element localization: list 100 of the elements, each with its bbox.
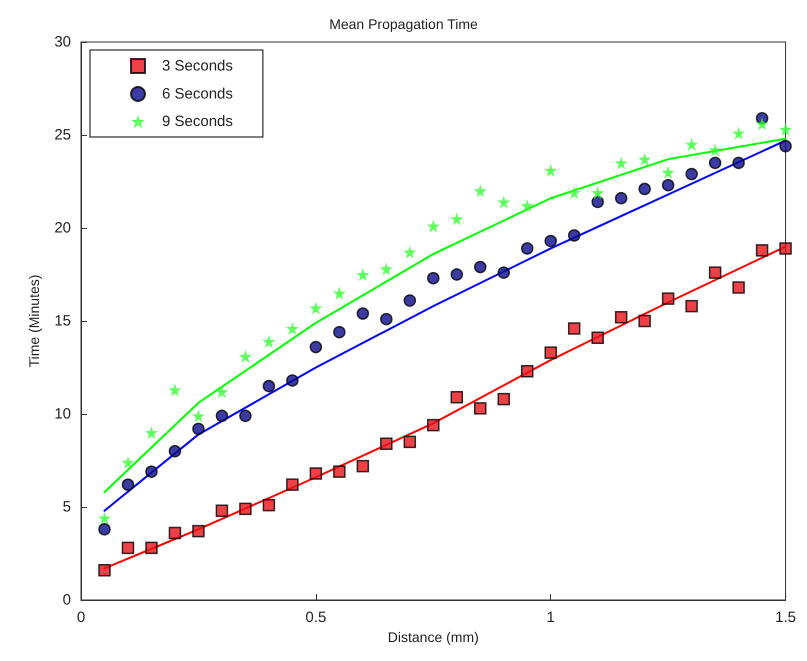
point (520, 364, 534, 378)
legend-label: 9 Seconds (162, 113, 233, 130)
x-tick-label: 0.5 (305, 609, 326, 626)
point (614, 192, 628, 204)
point (98, 564, 111, 576)
point (121, 456, 134, 469)
point (756, 244, 768, 257)
point (474, 184, 487, 198)
y-tick-label: 30 (54, 34, 71, 50)
point (450, 391, 464, 404)
point (356, 460, 370, 472)
point (591, 186, 604, 200)
point (450, 268, 464, 281)
point (638, 182, 651, 196)
point (662, 178, 674, 192)
point (779, 140, 792, 152)
y-tick-label: 25 (54, 126, 71, 144)
point (568, 322, 580, 335)
point (779, 122, 792, 136)
point (192, 422, 205, 436)
point (192, 524, 205, 538)
point (356, 268, 370, 281)
y-tick-label: 10 (54, 406, 71, 422)
point (732, 281, 745, 294)
point (262, 380, 276, 392)
point (380, 438, 393, 450)
point (333, 326, 346, 338)
y-tick-label: 5 (62, 498, 71, 516)
point (568, 229, 580, 242)
point (685, 168, 698, 180)
point (568, 186, 581, 200)
point (427, 418, 440, 432)
x-axis-title: Distance (mm) (388, 629, 479, 645)
point (426, 220, 440, 233)
point (591, 331, 604, 344)
point (427, 272, 440, 284)
point (450, 212, 464, 226)
point (262, 334, 276, 348)
point (238, 350, 252, 363)
point (310, 340, 322, 354)
x-tick-label: 0 (76, 609, 86, 626)
point (662, 166, 675, 179)
point (122, 542, 134, 554)
point (638, 152, 652, 166)
point (98, 523, 111, 536)
point (122, 478, 134, 491)
point (144, 426, 158, 440)
point (708, 143, 722, 156)
point (520, 199, 534, 212)
point (708, 156, 722, 170)
point (192, 409, 205, 422)
point (168, 444, 182, 458)
point (216, 504, 228, 517)
point (685, 300, 698, 312)
point (779, 242, 792, 255)
point (662, 292, 674, 305)
point (404, 294, 416, 307)
point (239, 410, 252, 422)
point (756, 117, 769, 130)
point (286, 374, 299, 387)
point (732, 156, 745, 170)
y-tick-label: 15 (54, 312, 71, 330)
point (498, 266, 510, 279)
point (332, 286, 346, 300)
point (544, 164, 558, 177)
point (286, 478, 299, 491)
point (310, 467, 322, 480)
point (333, 465, 346, 478)
point (591, 196, 604, 208)
point (239, 502, 252, 516)
point (474, 402, 487, 415)
point (145, 542, 158, 554)
x-tick-label: 1.5 (775, 609, 796, 626)
point (262, 498, 276, 512)
x-tick-label: 1 (546, 609, 555, 626)
point (520, 242, 534, 255)
point (638, 314, 651, 328)
point (286, 322, 299, 335)
y-tick-label: 0 (62, 592, 71, 608)
chart-title: Mean Propagation Time (329, 16, 478, 32)
point (215, 385, 228, 398)
point (614, 156, 628, 170)
point (685, 138, 698, 151)
point (404, 436, 416, 448)
y-axis-title: Time (Minutes) (26, 274, 42, 368)
point (614, 311, 628, 324)
point (145, 465, 158, 478)
point (732, 126, 746, 140)
point (474, 260, 487, 274)
point (309, 301, 322, 314)
point (216, 410, 228, 422)
y-tick-label: 20 (54, 220, 71, 236)
legend-label: 3 Seconds (162, 58, 233, 74)
point (544, 234, 557, 248)
point (380, 262, 393, 276)
point (497, 392, 510, 406)
point (168, 383, 182, 396)
point (356, 307, 370, 320)
point (497, 195, 510, 208)
point (98, 512, 111, 525)
